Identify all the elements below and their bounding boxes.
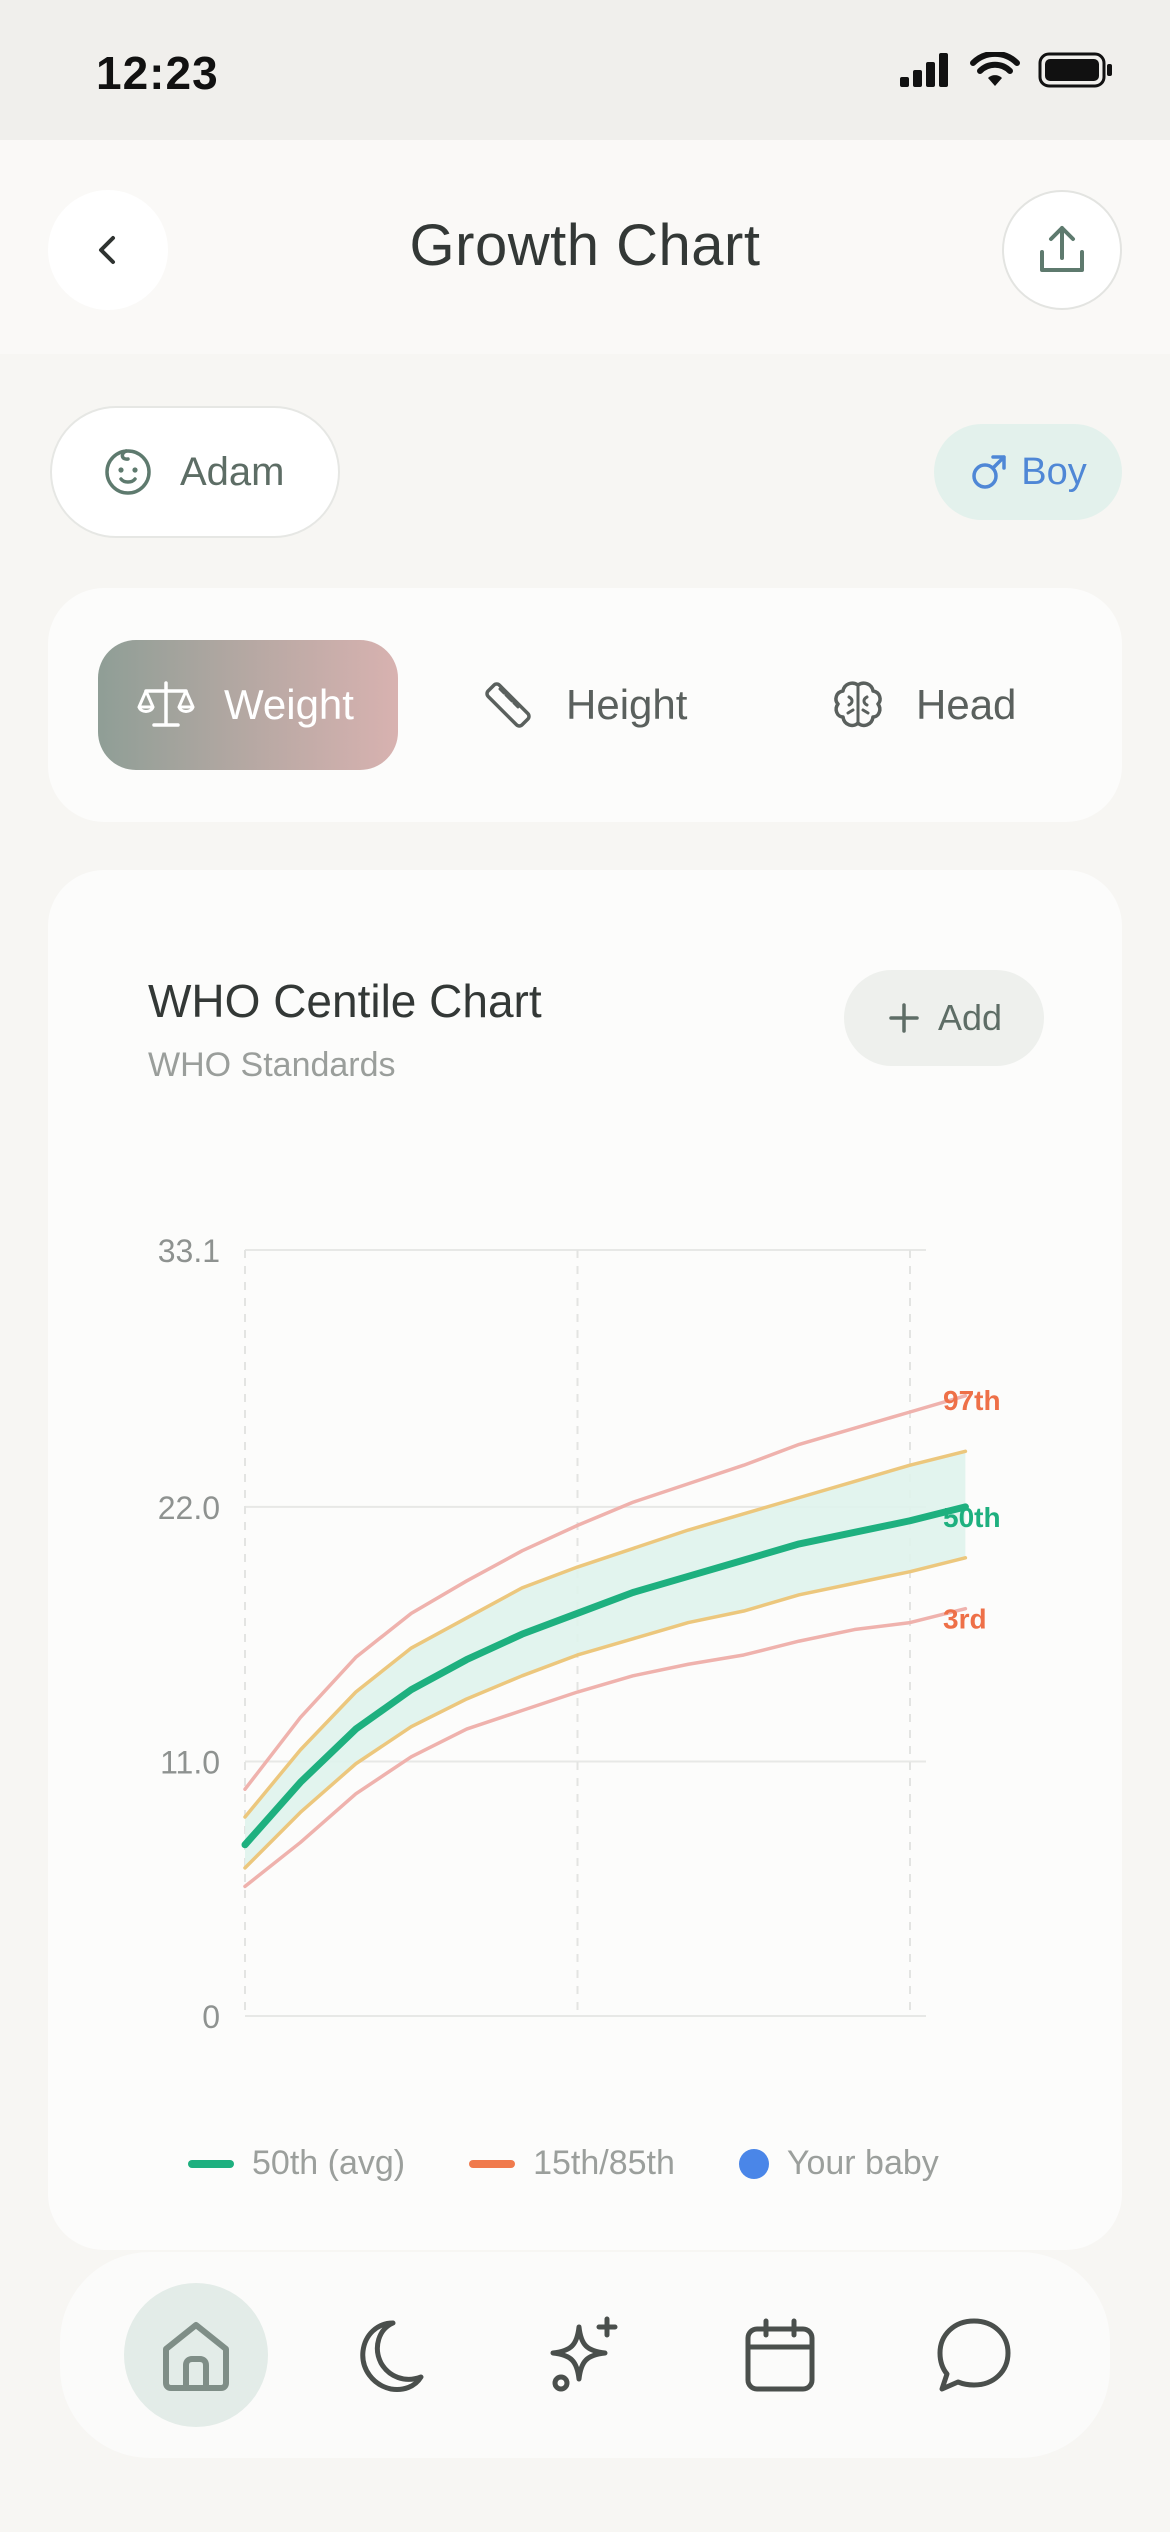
x-tick-label: 6mo: [546, 2069, 608, 2070]
chat-icon: [937, 2318, 1011, 2392]
header: Growth Chart: [0, 140, 1170, 354]
nav-sleep[interactable]: [319, 2283, 463, 2427]
tab-height-label: Height: [566, 681, 688, 728]
scale-icon: [137, 681, 195, 727]
x-tick-label: 0mo: [214, 2069, 276, 2070]
tab-height[interactable]: Height: [478, 640, 718, 770]
legend-label-15th-85th: 15th/85th: [533, 2144, 675, 2182]
y-tick-label: 0: [202, 1999, 220, 2035]
ruler-icon: [485, 682, 531, 728]
y-tick-label: 11.0: [160, 1744, 220, 1780]
x-tick-label: 12mo: [870, 2069, 950, 2070]
chart-legend: 50th (avg) 15th/85th Your baby: [188, 2144, 939, 2183]
chevron-left-icon: [99, 236, 115, 264]
tab-head[interactable]: Head: [828, 640, 1058, 770]
cellular-signal-icon: [900, 53, 948, 87]
series-line-15th: [243, 1556, 968, 1870]
legend-item-15th-85th: 15th/85th: [469, 2144, 675, 2183]
tab-head-label: Head: [916, 681, 1017, 728]
nav-calendar[interactable]: [708, 2283, 852, 2427]
legend-label-your-baby: Your baby: [786, 2144, 939, 2182]
baby-selector[interactable]: Adam: [50, 406, 340, 538]
bottom-nav: [60, 2252, 1110, 2458]
share-icon: [1040, 226, 1084, 272]
series-line-97th: [243, 1394, 968, 1791]
chart-subtitle: WHO Standards: [148, 1046, 396, 1084]
legend-item-your-baby: Your baby: [738, 2144, 939, 2183]
centile-band: [245, 1451, 966, 1868]
calendar-icon: [745, 2318, 815, 2392]
measurement-tabs: Weight Height Head: [48, 588, 1122, 822]
nav-home[interactable]: [124, 2283, 268, 2427]
male-symbol-icon: [972, 455, 1006, 489]
series-label-97th: 97th: [943, 1385, 1001, 1416]
wifi-icon: [970, 52, 1020, 86]
y-tick-label: 33.1: [158, 1233, 220, 1269]
chart-card: WHO Centile Chart WHO Standards Add 0 11.…: [48, 870, 1122, 2250]
home-icon: [163, 2322, 229, 2391]
status-time: 12:23: [96, 47, 219, 99]
legend-swatch-50th: [188, 2159, 234, 2168]
tab-weight[interactable]: Weight: [98, 640, 398, 770]
gender-label: Boy: [1021, 450, 1087, 493]
tab-weight-label: Weight: [224, 681, 354, 728]
legend-swatch-15th-85th: [469, 2159, 516, 2168]
legend-item-50th: 50th (avg): [188, 2144, 405, 2183]
status-icons: [900, 52, 1114, 88]
page-title: Growth Chart: [409, 213, 761, 278]
status-bar: 12:23: [0, 0, 1170, 140]
series-line-85th: [243, 1449, 968, 1819]
plus-icon: [889, 1003, 919, 1033]
series-label-50th: 50th: [943, 1502, 1001, 1533]
series-line-50th: [241, 1503, 969, 1849]
legend-swatch-your-baby: [738, 2148, 769, 2179]
growth-chart: 0 11.0 22.0 33.1 0mo 6mo 12mo 97th 50th 3rd: [158, 1233, 1001, 2070]
baby-name: Adam: [180, 449, 285, 494]
sparkle-icon: [550, 2316, 618, 2392]
battery-icon: [1038, 52, 1112, 88]
nav-chat[interactable]: [902, 2283, 1046, 2427]
add-button-label: Add: [937, 997, 1003, 1038]
baby-face-icon: [105, 449, 151, 495]
series-label-3rd: 3rd: [943, 1604, 987, 1635]
series-line-3rd: [243, 1606, 968, 1889]
nav-ai[interactable]: [513, 2283, 657, 2427]
brain-icon: [834, 681, 882, 728]
legend-label-50th: 50th (avg): [252, 2144, 406, 2182]
share-button[interactable]: [1002, 190, 1122, 310]
y-tick-label: 22.0: [158, 1490, 220, 1526]
chart-title: WHO Centile Chart: [148, 975, 542, 1027]
add-measurement-button[interactable]: Add: [844, 970, 1044, 1066]
back-button[interactable]: [48, 190, 168, 310]
moon-icon: [360, 2320, 424, 2392]
gender-badge: Boy: [934, 424, 1122, 520]
